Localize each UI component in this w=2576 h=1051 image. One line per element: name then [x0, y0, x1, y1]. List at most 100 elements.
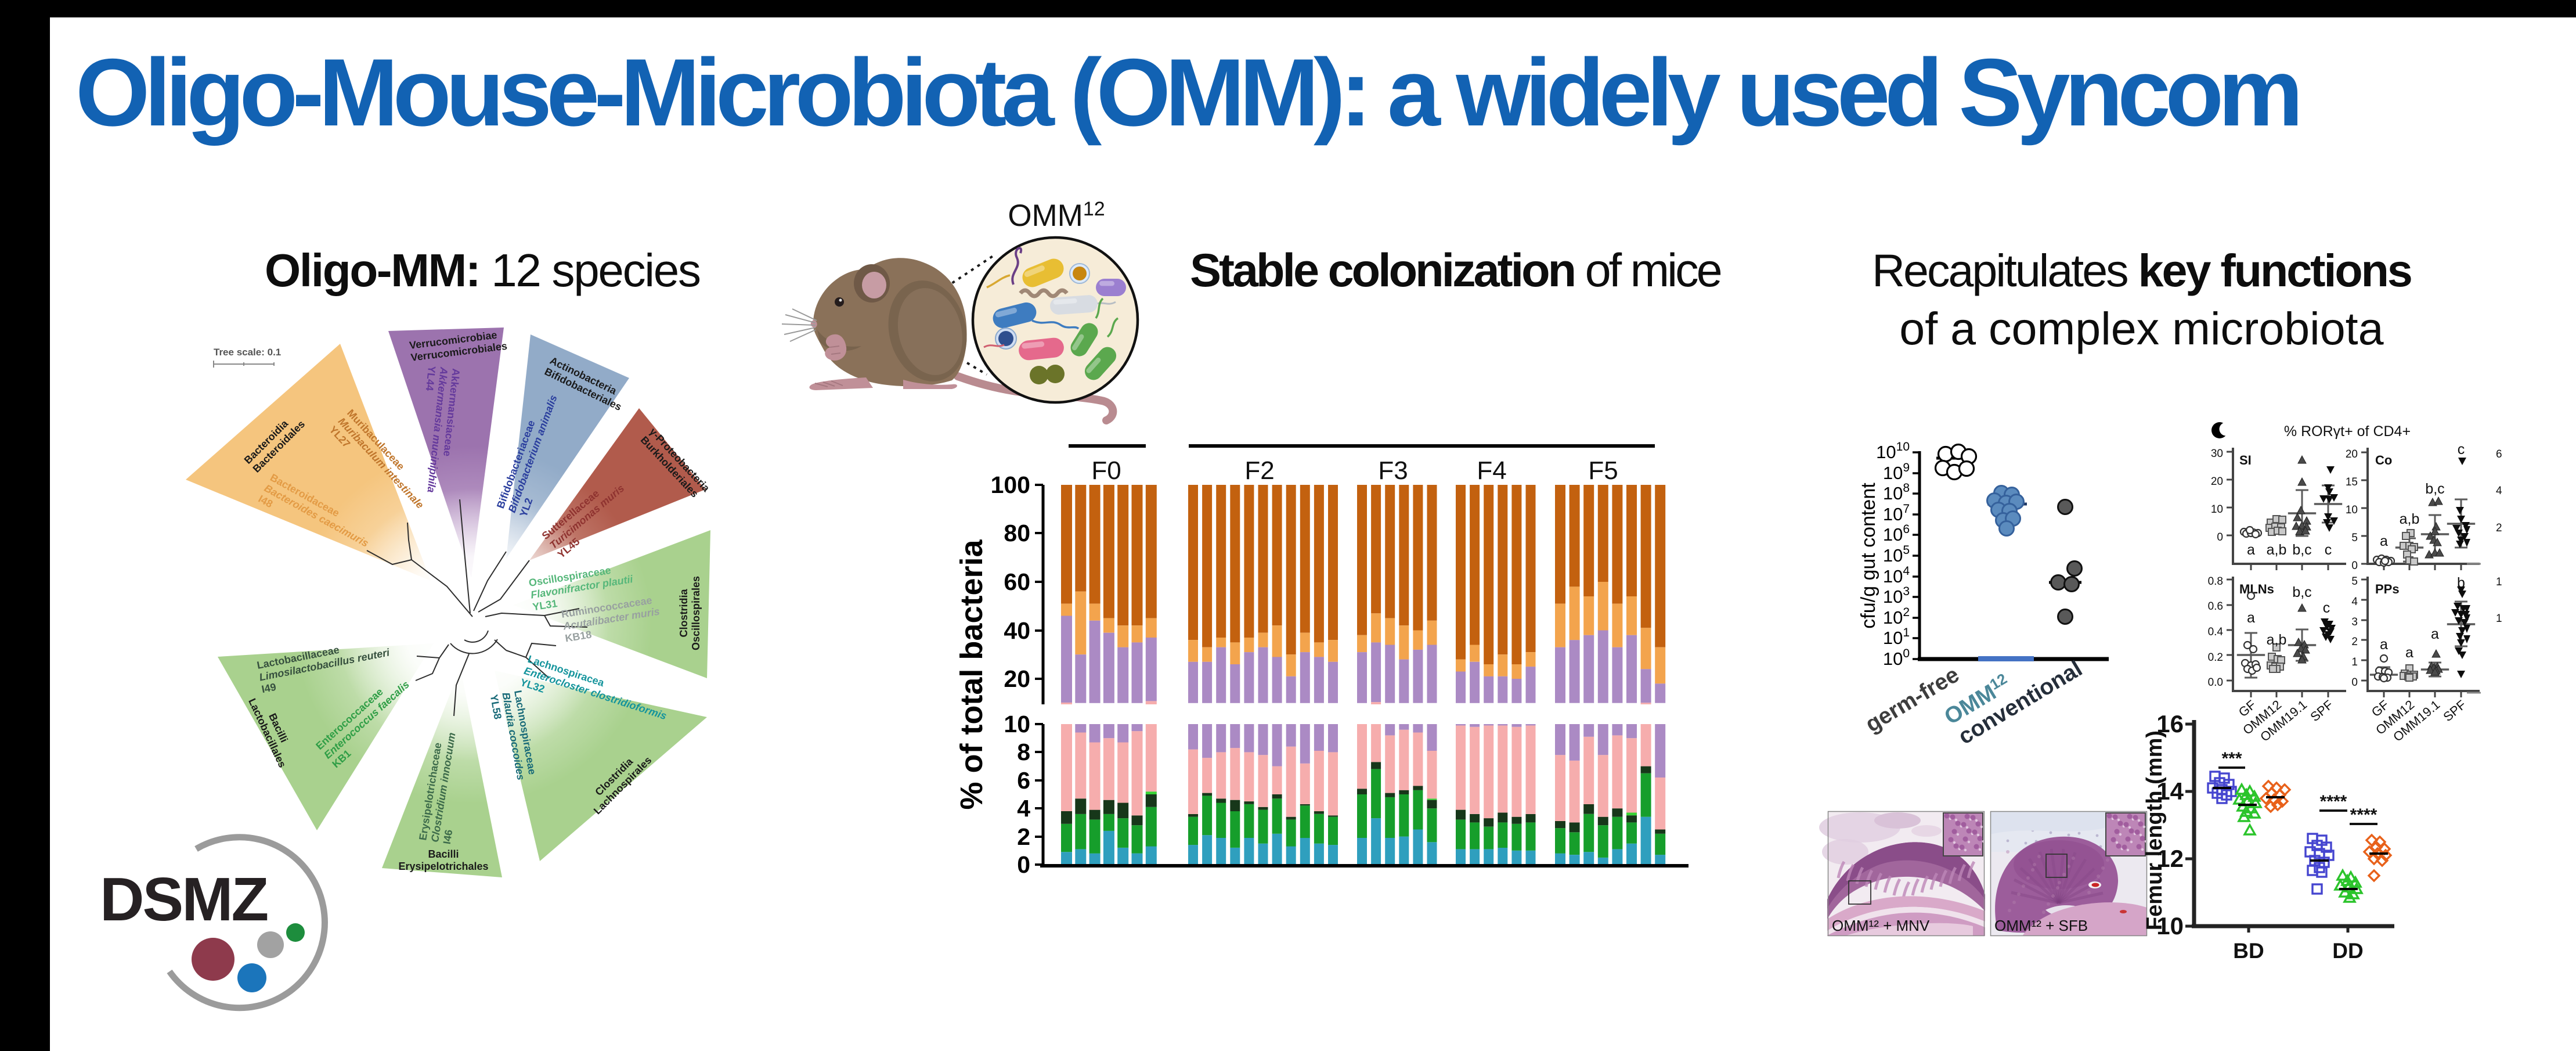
- svg-text:8: 8: [1017, 739, 1030, 765]
- svg-text:****: ****: [2320, 792, 2347, 811]
- svg-text:0.6: 0.6: [2208, 600, 2223, 613]
- svg-text:b,c: b,c: [2425, 481, 2444, 497]
- svg-text:a: a: [2247, 542, 2255, 558]
- svg-text:***: ***: [2221, 749, 2242, 768]
- svg-text:a,b: a,b: [2267, 632, 2287, 648]
- svg-text:1: 1: [2496, 576, 2502, 588]
- svg-text:10: 10: [2346, 504, 2358, 516]
- svg-text:0: 0: [2351, 676, 2358, 689]
- svg-text:BD: BD: [2233, 939, 2264, 963]
- svg-text:c: c: [2458, 441, 2465, 458]
- svg-text:0: 0: [2217, 531, 2223, 544]
- svg-text:2: 2: [2496, 522, 2502, 534]
- svg-text:F3: F3: [1378, 456, 1408, 485]
- svg-text:****: ****: [2350, 805, 2377, 825]
- svg-text:0.8: 0.8: [2208, 575, 2223, 588]
- svg-text:germ-free: germ-free: [1861, 662, 1963, 737]
- svg-text:0: 0: [2351, 560, 2358, 572]
- svg-text:SPF: SPF: [2307, 697, 2336, 725]
- svg-text:10: 10: [2156, 912, 2184, 940]
- svg-text:0.4: 0.4: [2208, 626, 2224, 638]
- svg-text:MLNs: MLNs: [2239, 582, 2274, 596]
- svg-text:108: 108: [1883, 481, 1910, 503]
- svg-text:102: 102: [1883, 606, 1910, 628]
- svg-text:a: a: [2380, 636, 2388, 653]
- svg-text:Co: Co: [2375, 453, 2392, 467]
- svg-text:105: 105: [1883, 544, 1910, 566]
- svg-text:Clostridia: Clostridia: [678, 589, 690, 638]
- svg-text:SI: SI: [2239, 453, 2252, 467]
- svg-text:DSMZ: DSMZ: [100, 865, 268, 934]
- svg-text:0.0: 0.0: [2208, 676, 2223, 689]
- svg-text:a,b: a,b: [2267, 542, 2287, 558]
- svg-text:20: 20: [1004, 665, 1030, 692]
- svg-text:109: 109: [1883, 461, 1910, 483]
- svg-text:cfu/g gut content: cfu/g gut content: [1857, 483, 1879, 629]
- svg-text:F0: F0: [1091, 456, 1121, 485]
- svg-text:4: 4: [2496, 485, 2502, 497]
- svg-text:Erysipelotrichales: Erysipelotrichales: [398, 861, 488, 872]
- svg-text:F5: F5: [1588, 456, 1618, 485]
- svg-text:a: a: [2380, 533, 2388, 549]
- svg-text:YL44: YL44: [424, 365, 438, 391]
- svg-text:2: 2: [2351, 636, 2358, 648]
- svg-text:5: 5: [2351, 575, 2358, 588]
- svg-text:Femur length (mm): Femur length (mm): [2142, 730, 2167, 930]
- svg-text:F4: F4: [1477, 456, 1506, 485]
- svg-text:a: a: [2431, 626, 2439, 642]
- svg-text:0: 0: [1017, 851, 1030, 878]
- svg-text:100: 100: [1883, 647, 1910, 669]
- svg-text:106: 106: [1883, 523, 1910, 545]
- svg-text:DD: DD: [2332, 939, 2363, 963]
- svg-text:F2: F2: [1244, 456, 1274, 485]
- svg-text:30: 30: [2211, 448, 2223, 460]
- svg-text:3: 3: [2351, 616, 2358, 628]
- svg-text:15: 15: [2346, 476, 2358, 488]
- svg-text:104: 104: [1883, 564, 1910, 586]
- svg-text:1: 1: [2351, 656, 2358, 668]
- svg-text:b,c: b,c: [2292, 542, 2311, 558]
- svg-text:Bacilli: Bacilli: [428, 848, 459, 860]
- svg-text:I46: I46: [441, 829, 455, 845]
- svg-text:PPs: PPs: [2375, 582, 2400, 596]
- svg-text:6: 6: [1017, 767, 1030, 794]
- svg-text:101: 101: [1883, 626, 1910, 648]
- svg-text:16: 16: [2156, 710, 2184, 737]
- svg-text:OMM¹² + MNV: OMM¹² + MNV: [1832, 917, 1930, 934]
- svg-text:a: a: [2247, 610, 2255, 626]
- svg-text:10: 10: [1004, 711, 1030, 737]
- svg-text:20: 20: [2346, 448, 2358, 460]
- svg-text:100: 100: [991, 471, 1030, 498]
- svg-text:% RORγt+ of CD4+: % RORγt+ of CD4+: [2284, 423, 2411, 440]
- svg-text:4: 4: [2351, 596, 2358, 608]
- svg-text:2: 2: [1017, 823, 1030, 850]
- svg-text:% of total bacteria: % of total bacteria: [954, 539, 989, 809]
- svg-text:6: 6: [2496, 448, 2502, 460]
- svg-text:I49: I49: [261, 681, 277, 695]
- svg-text:10: 10: [2211, 503, 2223, 516]
- svg-text:12: 12: [2156, 845, 2184, 872]
- svg-text:OMM¹² + SFB: OMM¹² + SFB: [1994, 917, 2088, 934]
- svg-text:1010: 1010: [1876, 440, 1910, 462]
- svg-text:Oscillospirales: Oscillospirales: [690, 576, 702, 650]
- svg-text:107: 107: [1883, 502, 1910, 524]
- svg-text:SPF: SPF: [2440, 697, 2469, 725]
- svg-text:5: 5: [2351, 532, 2358, 544]
- svg-text:4: 4: [1017, 795, 1030, 822]
- svg-text:c: c: [2325, 542, 2332, 558]
- svg-text:b,c: b,c: [2292, 584, 2311, 600]
- svg-text:80: 80: [1004, 520, 1030, 546]
- svg-text:20: 20: [2211, 476, 2223, 488]
- svg-text:b: b: [2457, 575, 2465, 591]
- svg-text:60: 60: [1004, 568, 1030, 595]
- svg-text:Tree scale: 0.1: Tree scale: 0.1: [214, 347, 281, 358]
- svg-text:a: a: [2405, 645, 2413, 661]
- svg-text:c: c: [2323, 600, 2330, 616]
- svg-text:40: 40: [1004, 617, 1030, 644]
- svg-text:0.2: 0.2: [2208, 652, 2223, 664]
- svg-text:14: 14: [2156, 778, 2184, 805]
- svg-text:OMM12: OMM12: [1008, 198, 1105, 233]
- svg-text:103: 103: [1883, 585, 1910, 607]
- svg-text:1: 1: [2496, 613, 2502, 625]
- svg-text:a,b: a,b: [2400, 511, 2420, 527]
